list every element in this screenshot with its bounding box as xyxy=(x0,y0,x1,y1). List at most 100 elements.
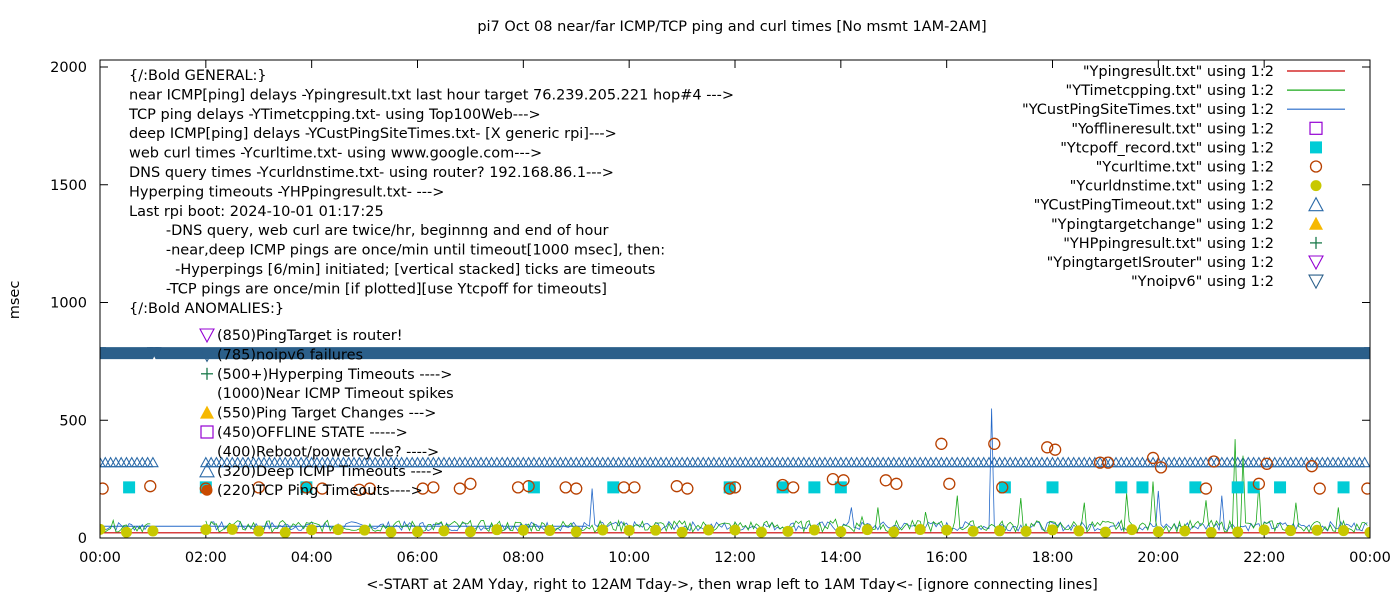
annotation-line: -TCP pings are once/min [if plotted][use… xyxy=(129,281,607,297)
tcp-off-point xyxy=(300,481,313,494)
x-tick-label: 18:00 xyxy=(1032,550,1074,566)
dns-point xyxy=(861,524,873,536)
dns-point xyxy=(676,526,688,538)
axes: 0 500 1000 1500 2000 00:00 02:00 04:00 06:00 08:0… xyxy=(50,60,1391,566)
legend-label: "Ytcpoff_record.txt" using 1:2 xyxy=(1060,140,1274,156)
tcp-off-point xyxy=(123,481,136,494)
dns-point xyxy=(1073,525,1085,537)
dns-point xyxy=(306,524,318,536)
curl-point xyxy=(1048,443,1062,456)
x-tick-label: 00:00 xyxy=(1349,550,1391,566)
anomaly-label: (400)Reboot/powercycle? ----> xyxy=(217,444,439,460)
tcp-off-point xyxy=(998,481,1011,494)
tcp-off-point xyxy=(607,481,620,494)
annotation-line: -Hyperpings [6/min] initiated; [vertical… xyxy=(129,262,655,278)
y-tick-label: 0 xyxy=(78,531,87,547)
curl-point xyxy=(1260,457,1273,470)
x-tick-label: 22:00 xyxy=(1243,550,1285,566)
anomaly-label: (785)noipv6 failures xyxy=(217,347,363,363)
legend-label: "Ypingresult.txt" using 1:2 xyxy=(1083,64,1274,80)
anomaly-marker xyxy=(201,367,213,380)
curl-point xyxy=(300,481,313,494)
curl-point xyxy=(363,482,377,495)
dns-point xyxy=(729,524,741,536)
anomaly-label: (450)OFFLINE STATE -----> xyxy=(217,425,408,441)
curl-point xyxy=(1041,441,1054,454)
annotations: {/:Bold GENERAL:} near ICMP[ping] delays … xyxy=(128,68,734,499)
dns-point xyxy=(994,525,1006,537)
cust-ping-timeout-point xyxy=(1358,456,1370,468)
curl-point xyxy=(628,481,641,494)
curl-point xyxy=(1305,460,1318,473)
curl-point xyxy=(427,481,440,494)
curl-point xyxy=(1154,461,1168,474)
noipv6-band-end xyxy=(100,347,106,360)
tcp-off-point xyxy=(834,481,847,494)
anomaly-label: (850)PingTarget is router! xyxy=(217,328,403,344)
annotation-line: near ICMP[ping] delays -Ypingresult.txt … xyxy=(129,87,734,103)
annotation-line: deep ICMP[ping] delays -YCustPingSiteTim… xyxy=(129,126,617,142)
curl-point xyxy=(1146,451,1160,465)
dns-point xyxy=(147,525,159,537)
x-tick-label: 16:00 xyxy=(926,550,968,566)
dns-point xyxy=(1338,525,1350,537)
curl-point xyxy=(728,481,742,494)
dns-point xyxy=(967,525,979,537)
noipv6-band xyxy=(100,347,153,360)
legend-label: "YCustPingTimeout.txt" using 1:2 xyxy=(1034,198,1274,214)
anomaly-label: (500+)Hyperping Timeouts ----> xyxy=(217,367,452,383)
curl-point xyxy=(453,482,466,495)
annotation-line: -DNS query, web curl are twice/hr, begin… xyxy=(129,223,609,239)
dns-point xyxy=(253,525,265,537)
x-tick-label: 06:00 xyxy=(397,550,439,566)
curl-point xyxy=(890,477,903,490)
curl-point xyxy=(996,481,1009,494)
curl-point xyxy=(943,477,956,490)
curl-point xyxy=(1093,456,1107,469)
tcp-off-point xyxy=(808,481,821,494)
curl-point xyxy=(837,474,850,487)
dns-point xyxy=(597,524,609,536)
curl-point xyxy=(879,474,892,487)
anomaly-label: (550)Ping Target Changes ---> xyxy=(217,406,436,422)
dns-point xyxy=(385,526,397,538)
dns-point xyxy=(438,525,450,537)
dns-point xyxy=(544,525,556,537)
legend-label: "Ypingtargetchange" using 1:2 xyxy=(1051,217,1274,233)
curl-point xyxy=(1207,455,1221,468)
dns-point xyxy=(888,526,900,538)
x-tick-label: 12:00 xyxy=(714,550,756,566)
y-tick-label: 1000 xyxy=(50,296,87,312)
legend-label: "Ycurltime.txt" using 1:2 xyxy=(1096,160,1274,176)
y-axis-label: msec xyxy=(7,281,23,320)
dns-point xyxy=(120,526,132,538)
data-layer xyxy=(100,347,1370,539)
anomaly-label: (1000)Near ICMP Timeout spikes xyxy=(217,386,454,402)
annotation-line: -near,deep ICMP pings are once/min until… xyxy=(129,243,665,259)
legend-marker xyxy=(1309,121,1323,135)
dns-point xyxy=(1152,526,1164,538)
dns-point xyxy=(1099,526,1111,538)
anomaly-marker xyxy=(199,347,215,363)
legend-label: "Ycurldnstime.txt" using 1:2 xyxy=(1070,179,1274,195)
dns-point xyxy=(100,523,106,535)
dns-point xyxy=(941,524,953,536)
tcp-off-point xyxy=(1189,481,1202,494)
curl-point xyxy=(252,481,265,494)
dns-point xyxy=(1126,524,1138,536)
dns-point xyxy=(1020,525,1032,537)
curl-point xyxy=(787,481,800,494)
plot-frame xyxy=(99,59,1371,539)
legend-marker xyxy=(1310,180,1322,192)
cust-ping-timeout-point xyxy=(146,456,159,468)
dns-point xyxy=(517,524,529,536)
dns-point xyxy=(650,524,662,536)
dns-point xyxy=(226,523,238,535)
dns-point xyxy=(623,524,635,536)
curl-point xyxy=(144,480,157,493)
y-tick-label: 500 xyxy=(59,413,87,429)
annotation-line: Hyperping timeouts -YHPpingresult.txt- -… xyxy=(129,184,444,200)
dns-point xyxy=(1364,526,1370,538)
